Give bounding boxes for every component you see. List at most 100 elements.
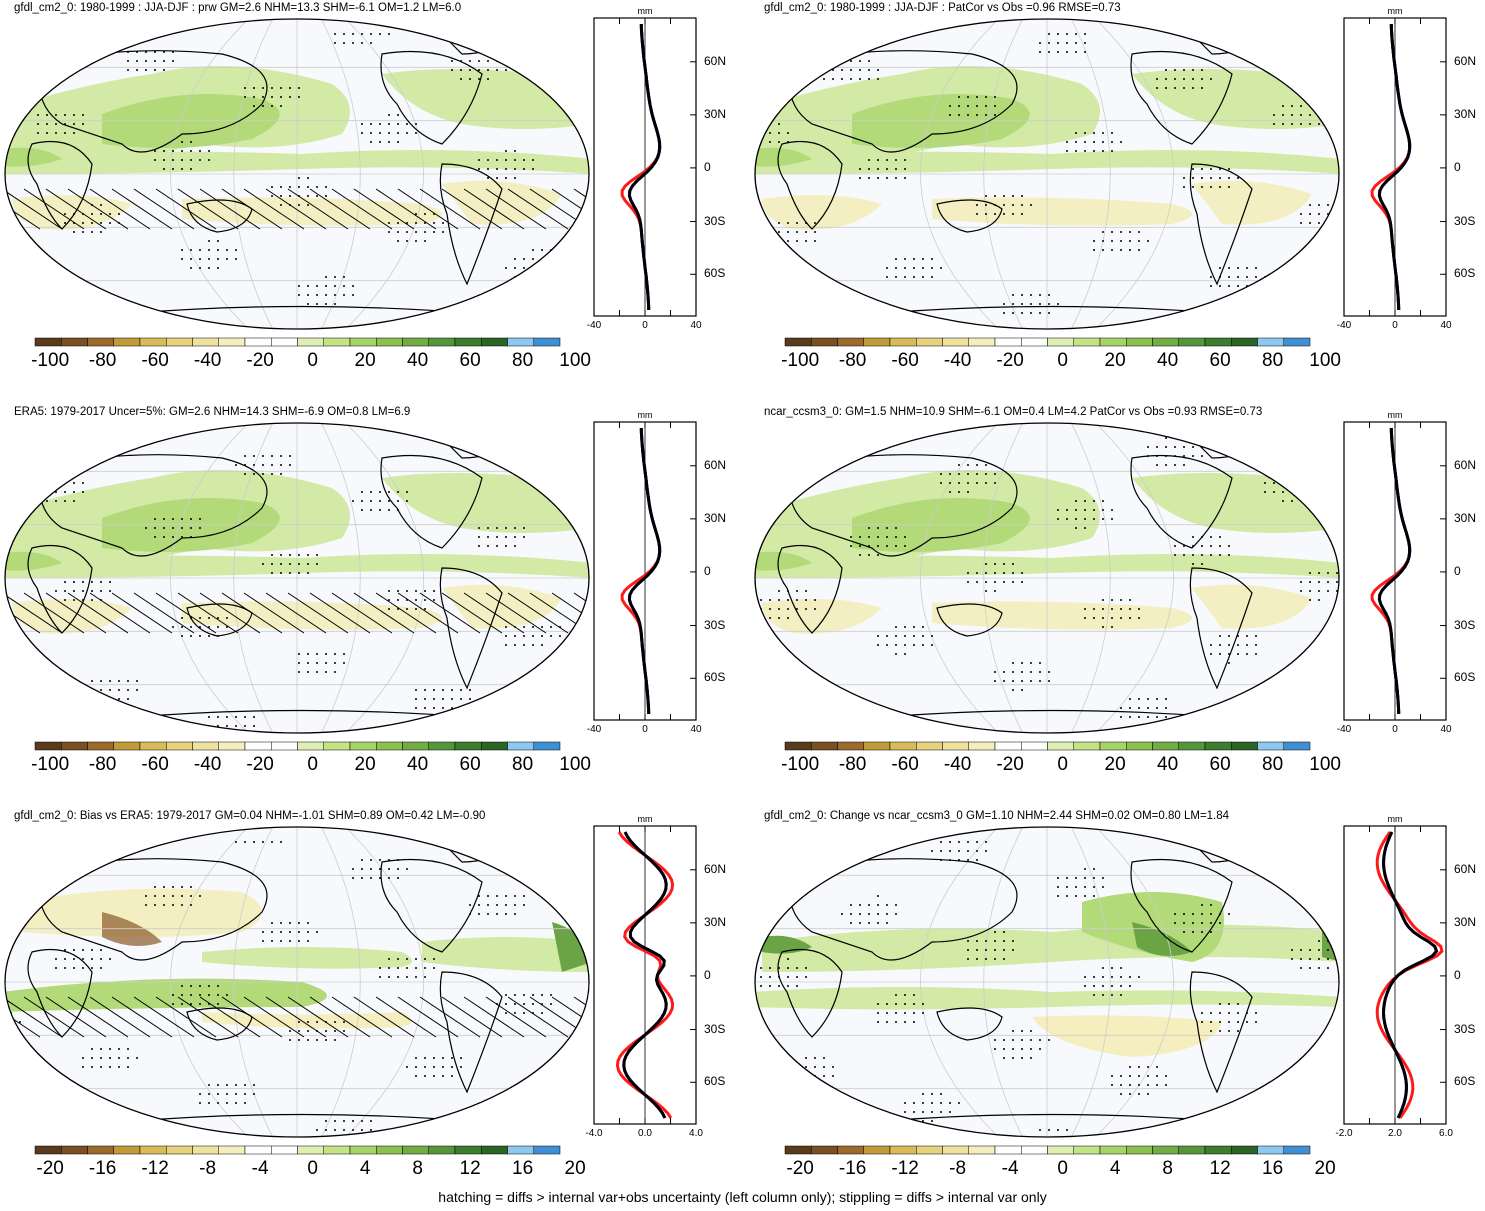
colorbar-swatch bbox=[942, 741, 969, 751]
colorbar-swatch bbox=[481, 337, 508, 347]
colorbar-swatch bbox=[889, 1145, 917, 1155]
colorbar-label: 0 bbox=[1057, 1158, 1068, 1179]
colorbar-swatch bbox=[1204, 741, 1232, 751]
colorbar-swatch bbox=[1152, 1145, 1179, 1155]
colorbar-swatch bbox=[1204, 337, 1232, 347]
colorbar-swatch bbox=[1126, 1145, 1153, 1155]
colorbar-label: 4 bbox=[359, 1158, 371, 1179]
lat-tick-label: 60S bbox=[704, 266, 726, 281]
lat-tick-label: 30S bbox=[704, 1021, 726, 1036]
colorbar bbox=[34, 337, 561, 347]
colorbar-swatch bbox=[507, 1145, 534, 1155]
colorbar-swatch bbox=[1231, 1145, 1258, 1155]
colorbar-label: -20 bbox=[36, 1158, 64, 1179]
mean-zonal-line bbox=[1377, 427, 1412, 715]
colorbar-swatch bbox=[244, 337, 272, 347]
model-zonal-line bbox=[1370, 23, 1412, 311]
colorbar-swatch bbox=[1257, 1145, 1284, 1155]
colorbar-label: -80 bbox=[838, 350, 867, 371]
lat-tick-label: 30N bbox=[1454, 106, 1477, 121]
colorbar-label: 12 bbox=[459, 1158, 481, 1179]
colorbar-label: 0 bbox=[307, 754, 318, 775]
colorbar-swatch bbox=[1178, 741, 1206, 751]
mean-zonal-line bbox=[1377, 23, 1412, 311]
colorbar-swatch bbox=[34, 337, 62, 347]
colorbar bbox=[34, 741, 561, 751]
lat-tick-label: 60N bbox=[704, 861, 727, 876]
colorbar-label: -12 bbox=[891, 1158, 919, 1179]
colorbar-swatch bbox=[481, 1145, 508, 1155]
colorbar-label: -100 bbox=[781, 350, 820, 371]
colorbar-swatch bbox=[218, 741, 246, 751]
x-tick-label: 40 bbox=[1440, 320, 1452, 331]
colorbar-label: 20 bbox=[1104, 754, 1126, 775]
colorbar-label: -20 bbox=[246, 754, 274, 775]
colorbar-label: -80 bbox=[838, 754, 867, 775]
model-zonal-line bbox=[1370, 427, 1412, 715]
colorbar-swatch bbox=[1231, 337, 1258, 347]
colorbar-label: 0 bbox=[307, 1158, 318, 1179]
colorbar-label: -100 bbox=[781, 754, 820, 775]
lat-tick-label: 30S bbox=[704, 617, 726, 632]
lat-tick-label: 30N bbox=[704, 510, 727, 525]
x-tick-label: -40 bbox=[1336, 724, 1352, 735]
colorbar-label: 40 bbox=[407, 754, 429, 775]
x-tick-label: -4.0 bbox=[585, 1128, 603, 1139]
colorbar-swatch bbox=[192, 1145, 219, 1155]
colorbar-swatch bbox=[1047, 741, 1074, 751]
colorbar-swatch bbox=[863, 337, 891, 347]
colorbar-swatch bbox=[784, 741, 812, 751]
mean-zonal-line bbox=[1381, 831, 1439, 1119]
lat-tick-label: 60S bbox=[704, 670, 726, 685]
colorbar-swatch bbox=[1152, 337, 1179, 347]
colorbar-label: 40 bbox=[1157, 754, 1179, 775]
zonal-mean-plot bbox=[1343, 421, 1447, 721]
colorbar-label: 0 bbox=[1057, 754, 1068, 775]
colorbar-label: 60 bbox=[459, 754, 481, 775]
zonal-mean-plot bbox=[1343, 825, 1447, 1125]
panel: ncar_ccsm3_0: GM=1.5 NHM=10.9 SHM=-6.1 O… bbox=[750, 404, 1485, 804]
colorbar-swatch bbox=[863, 1145, 891, 1155]
lat-tick-label: 30N bbox=[704, 106, 727, 121]
colorbar-swatch bbox=[376, 337, 403, 347]
colorbar-swatch bbox=[1073, 1145, 1101, 1155]
x-tick-label: -2.0 bbox=[1335, 1128, 1353, 1139]
x-tick-label: -40 bbox=[586, 320, 602, 331]
colorbar-swatch bbox=[34, 741, 62, 751]
panel: gfdl_cm2_0: 1980-1999 : JJA-DJF : prw GM… bbox=[0, 0, 745, 400]
colorbar-label: 80 bbox=[1262, 350, 1284, 371]
colorbar-swatch bbox=[784, 1145, 812, 1155]
colorbar-swatch bbox=[1283, 337, 1311, 347]
colorbar-swatch bbox=[113, 337, 141, 347]
colorbar-swatch bbox=[968, 741, 996, 751]
colorbar-swatch bbox=[837, 337, 864, 347]
colorbar-label: 16 bbox=[512, 1158, 534, 1179]
colorbar-swatch bbox=[402, 337, 429, 347]
colorbar-label: 0 bbox=[1057, 350, 1068, 371]
panel-title: gfdl_cm2_0: Change vs ncar_ccsm3_0 GM=1.… bbox=[764, 810, 1230, 822]
colorbar-swatch bbox=[811, 337, 838, 347]
mean-zonal-line bbox=[627, 23, 662, 311]
zonal-mean-plot bbox=[593, 825, 697, 1125]
colorbar-swatch bbox=[994, 337, 1022, 347]
colorbar-label: -40 bbox=[193, 350, 222, 371]
map bbox=[754, 826, 1340, 1138]
colorbar-swatch bbox=[942, 1145, 969, 1155]
colorbar-swatch bbox=[323, 741, 351, 751]
colorbar-label: 20 bbox=[1104, 350, 1126, 371]
lat-tick-label: 60S bbox=[1454, 1074, 1476, 1089]
colorbar-label: -100 bbox=[31, 754, 70, 775]
colorbar-swatch bbox=[1204, 1145, 1232, 1155]
x-tick-label: -40 bbox=[1336, 320, 1352, 331]
lat-tick-label: 60S bbox=[1454, 670, 1476, 685]
colorbar bbox=[784, 1145, 1311, 1155]
panel-title: ERA5: 1979-2017 Uncer=5%: GM=2.6 NHM=14.… bbox=[14, 406, 411, 418]
colorbar-label: -20 bbox=[996, 754, 1024, 775]
panel: gfdl_cm2_0: Bias vs ERA5: 1979-2017 GM=0… bbox=[0, 808, 745, 1208]
lat-tick-label: 30N bbox=[704, 914, 727, 929]
colorbar-swatch bbox=[533, 337, 561, 347]
colorbar-label: 4 bbox=[1109, 1158, 1121, 1179]
colorbar-label: -8 bbox=[199, 1158, 217, 1179]
colorbar-label: 100 bbox=[1309, 350, 1341, 371]
lat-tick-label: 60N bbox=[704, 53, 727, 68]
